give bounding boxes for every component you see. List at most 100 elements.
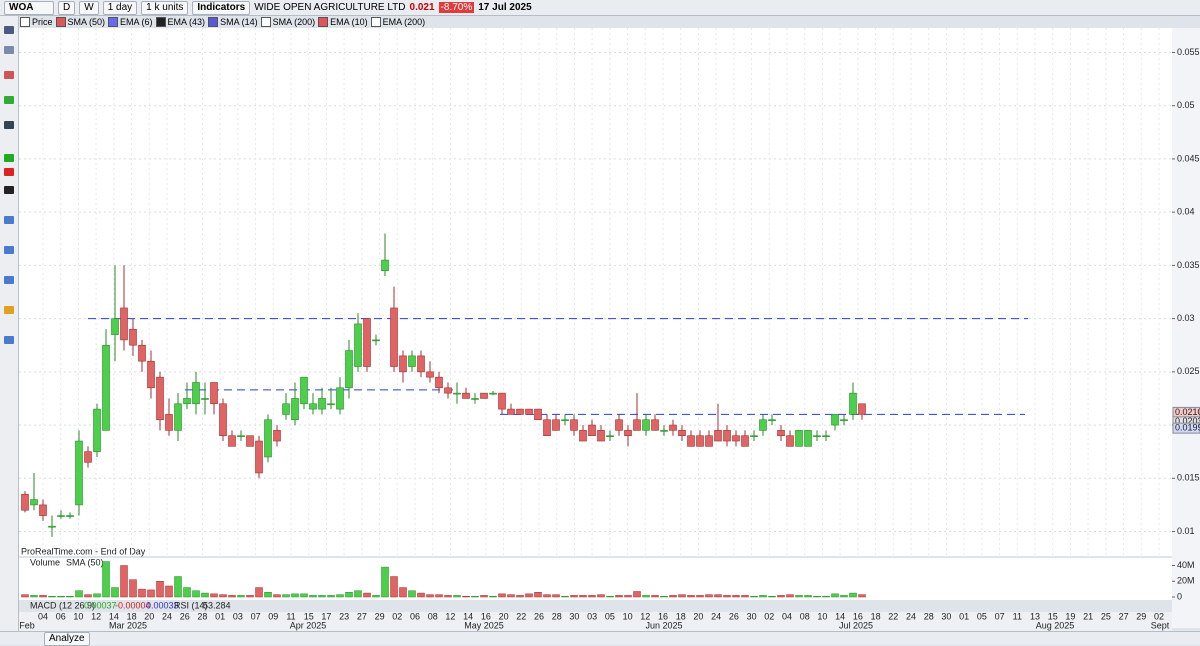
x-tick-label: 01 (959, 611, 969, 621)
volume-bar (723, 595, 731, 598)
candle-body (624, 430, 632, 437)
legend-item[interactable]: EMA (200) (370, 17, 425, 28)
tool-icon[interactable] (4, 26, 14, 34)
x-tick-label: 18 (676, 611, 686, 621)
x-tick-label: 05 (977, 611, 987, 621)
candle-body (552, 419, 560, 431)
units-select[interactable]: 1 k units (141, 0, 189, 15)
symbol-field[interactable]: WOA (4, 0, 54, 15)
volume-bar (732, 595, 740, 598)
candle-body (318, 398, 326, 410)
tool-icon[interactable] (4, 121, 14, 129)
x-tick-label: 30 (747, 611, 757, 621)
candle-body (66, 515, 74, 517)
candle-body (30, 499, 38, 506)
volume-bar (759, 595, 767, 598)
tool-icon[interactable] (4, 96, 14, 104)
x-tick-label: 21 (1083, 611, 1093, 621)
analyze-button[interactable]: Analyze (44, 631, 90, 646)
volume-bar (156, 581, 164, 598)
legend-item[interactable]: SMA (50) (55, 16, 106, 28)
x-tick-label: 26 (729, 611, 739, 621)
x-tick-label: 27 (357, 611, 367, 621)
tool-icon[interactable] (4, 154, 14, 162)
volume-bar (696, 595, 704, 598)
tool-icon[interactable] (4, 216, 14, 224)
volume-bar (777, 595, 785, 598)
candle-body (561, 419, 569, 422)
tool-icon[interactable] (4, 336, 14, 344)
x-tick-label: 14 (463, 611, 473, 621)
candle-body (687, 435, 695, 447)
candle-body (795, 430, 803, 447)
volume-bar (840, 595, 848, 598)
tool-icon[interactable] (4, 168, 14, 176)
volume-bar (462, 595, 470, 598)
legend-label: SMA (50) (67, 16, 106, 27)
x-tick-label: 20 (693, 611, 703, 621)
volume-bar (597, 594, 605, 598)
volume-bar (714, 594, 722, 598)
volume-tick-label: 20M (1177, 576, 1195, 586)
volume-bar (687, 595, 695, 598)
candle-body (462, 392, 470, 399)
tool-icon[interactable] (4, 276, 14, 284)
candle-body (48, 525, 56, 528)
x-tick-label: 01 (215, 611, 225, 621)
volume-bar (48, 595, 56, 598)
candle-body (147, 360, 155, 389)
legend-item[interactable]: EMA (43) (155, 17, 205, 28)
tool-icon[interactable] (4, 306, 14, 314)
x-tick-label: 16 (658, 611, 668, 621)
legend-item[interactable]: EMA (10) (318, 17, 368, 28)
candle-body (75, 440, 83, 506)
volume-bar (480, 595, 488, 598)
month-label: Sept (1151, 620, 1170, 630)
candle-body (192, 382, 200, 405)
legend-item[interactable]: SMA (14) (208, 17, 258, 28)
volume-bar (93, 593, 101, 598)
volume-bar (381, 566, 389, 598)
x-tick-label: 16 (481, 611, 491, 621)
legend-item[interactable]: Price (20, 17, 53, 28)
month-label: Apr 2025 (290, 620, 327, 630)
candle-body (831, 414, 839, 426)
chart: ProRealTime.com - End of Day Volume SMA … (19, 28, 1200, 631)
x-tick-label: 06 (56, 611, 66, 621)
candle-body (246, 435, 254, 447)
indicators-button[interactable]: Indicators (192, 0, 251, 15)
y-tick-label: 0.01 (1177, 526, 1195, 536)
candle-body (21, 493, 29, 511)
macd-value: 0.00037 (84, 600, 117, 610)
x-tick-label: 10 (817, 611, 827, 621)
candle-body (417, 355, 425, 373)
x-tick-label: 22 (516, 611, 526, 621)
legend-item[interactable]: SMA (200) (260, 16, 316, 28)
candle-body (597, 430, 605, 442)
volume-bar (705, 594, 713, 598)
volume-bar (372, 595, 380, 598)
candle-body (102, 344, 110, 431)
weekly-button[interactable]: W (79, 0, 99, 15)
x-tick-label: 25 (1101, 611, 1111, 621)
period-select[interactable]: 1 day (102, 0, 138, 15)
legend-item[interactable]: EMA (6) (108, 17, 153, 28)
tool-icon[interactable] (4, 246, 14, 254)
tool-icon[interactable] (4, 186, 14, 194)
y-tick-label: 0.055 (1177, 47, 1200, 57)
candle-body (210, 382, 218, 405)
legend-swatch (20, 17, 30, 28)
x-tick-label: 02 (1154, 611, 1164, 621)
candle-body (525, 408, 533, 415)
volume-bar (453, 595, 461, 598)
candle-body (543, 419, 551, 437)
daily-button[interactable]: D (58, 0, 76, 15)
tool-icon[interactable] (4, 46, 14, 54)
legend-swatch (155, 17, 166, 28)
date-axis (19, 612, 1172, 631)
tool-icon[interactable] (4, 71, 14, 79)
x-tick-label: 24 (711, 611, 721, 621)
legend-label: SMA (200) (272, 16, 316, 27)
month-label: Mar 2025 (109, 620, 147, 630)
candle-body (669, 424, 677, 431)
